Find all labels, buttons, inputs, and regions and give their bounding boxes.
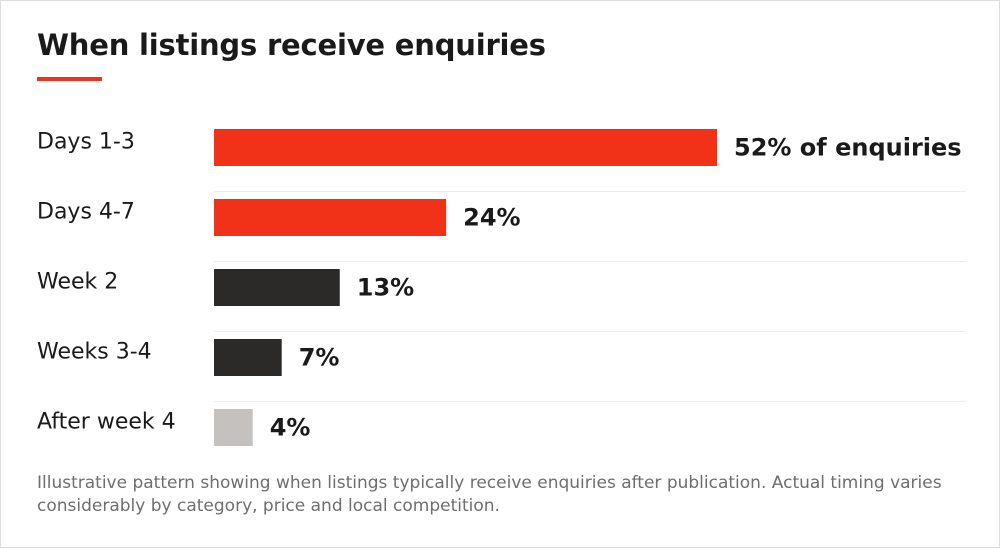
chart-note: Illustrative pattern showing when listin…	[37, 473, 942, 516]
chart-title: When listings receive enquiries	[37, 28, 546, 62]
value-label: 52% of enquiries	[734, 134, 962, 162]
category-label: Weeks 3-4	[37, 340, 152, 365]
category-label: Week 2	[37, 270, 118, 295]
bar	[214, 339, 282, 376]
category-label: After week 4	[37, 410, 176, 435]
bar	[214, 409, 253, 446]
bar-chart: Days 1-3 52% of enquiries Days 4-7 24% Week …	[37, 129, 966, 446]
title-accent-rule	[37, 77, 102, 81]
value-label: 4%	[270, 414, 311, 442]
value-label: 7%	[299, 344, 340, 372]
bar	[214, 129, 717, 166]
category-label: Days 1-3	[37, 130, 135, 155]
category-label: Days 4-7	[37, 200, 135, 225]
bar	[214, 199, 447, 236]
bar-rows: Days 1-3 52% of enquiries Days 4-7 24% Week …	[37, 129, 966, 446]
value-label: 24%	[463, 204, 520, 232]
value-label: 13%	[357, 274, 414, 302]
bar	[214, 269, 340, 306]
